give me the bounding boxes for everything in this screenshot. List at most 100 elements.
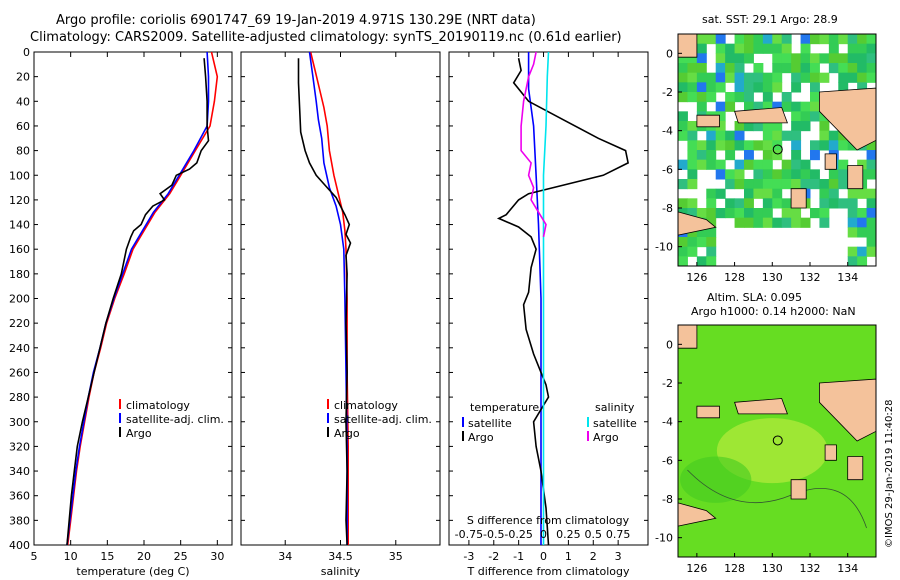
sst-cell	[753, 188, 764, 199]
sst-cell	[819, 130, 830, 141]
sst-cell	[687, 140, 698, 151]
sst-cell	[828, 140, 839, 151]
map-xtick-label: 126	[686, 562, 707, 575]
sst-cell	[847, 227, 858, 238]
map-ytick-label: -10	[655, 241, 673, 254]
difference-top-xtick-label: -0.5	[483, 528, 504, 541]
salinity-profile-xtick-label: 35	[389, 550, 403, 563]
sst-cell	[772, 217, 783, 228]
sst-cell	[781, 63, 792, 74]
sst-cell	[734, 53, 745, 64]
sst-cell	[819, 72, 830, 83]
map-ytick-label: -10	[655, 532, 673, 545]
sst-cell	[753, 121, 764, 132]
sst-cell	[687, 72, 698, 83]
sst-cell	[800, 101, 811, 112]
sst-cell	[838, 140, 849, 151]
map-ytick-label: -8	[662, 493, 673, 506]
sst-cell	[847, 53, 858, 64]
sst-cell	[687, 159, 698, 170]
sst-cell	[715, 159, 726, 170]
difference-profile-xtick-label: 3	[615, 550, 622, 563]
land-mass	[790, 479, 807, 500]
sst-cell	[819, 140, 830, 151]
depth-tick-label: 220	[9, 317, 30, 330]
map-xtick-label: 128	[724, 271, 745, 284]
salinity-profile-xtick-label: 34.5	[328, 550, 353, 563]
sst-cell	[744, 217, 754, 228]
sst-cell	[762, 92, 773, 103]
salinity-profile-xtick-label: 34	[278, 550, 292, 563]
sst-cell	[753, 101, 764, 112]
sst-cell	[744, 159, 754, 170]
sst-cell	[866, 53, 877, 64]
sst-cell	[791, 130, 802, 141]
depth-tick-label: 140	[9, 219, 30, 232]
sst-cell	[800, 72, 811, 83]
sst-cell	[744, 101, 754, 112]
sst-cell	[753, 82, 764, 93]
sst-cell	[791, 101, 802, 112]
sst-cell	[857, 53, 868, 64]
series-satellite-adj-clim-	[308, 51, 348, 545]
sst-cell	[781, 53, 792, 64]
map-xtick-label: 132	[800, 271, 821, 284]
temperature-profile-xtick-label: 20	[137, 550, 151, 563]
sst-cell	[734, 43, 745, 54]
sst-cell	[800, 217, 811, 228]
sst-cell	[753, 179, 764, 190]
sla-map-frame	[677, 324, 877, 558]
sst-cell	[857, 43, 868, 54]
sst-cell	[857, 246, 868, 257]
sst-cell	[762, 198, 773, 209]
sst-cell	[744, 198, 754, 209]
sst-cell	[753, 34, 764, 45]
map-ytick-label: -2	[662, 377, 673, 390]
sst-cell	[706, 237, 717, 248]
sst-cell	[838, 169, 849, 180]
map-ytick-label: -8	[662, 202, 673, 215]
sst-cell	[810, 101, 820, 112]
sst-cell	[753, 72, 764, 83]
sst-cell	[706, 246, 717, 257]
temperature-profile-xtick-label: 25	[174, 550, 188, 563]
sst-cell	[781, 43, 792, 54]
sst-cell	[838, 198, 849, 209]
sst-cell	[734, 92, 745, 103]
sst-cell	[715, 43, 726, 54]
sst-cell	[781, 101, 792, 112]
sst-cell	[696, 43, 707, 54]
sst-cell	[838, 82, 849, 93]
sst-cell	[791, 159, 802, 170]
map-ytick-label: -4	[662, 416, 673, 429]
sst-cell	[753, 169, 764, 180]
sst-cell	[772, 188, 783, 199]
difference-profile-xtick-label: -3	[463, 550, 474, 563]
sst-cell	[734, 121, 745, 132]
sst-cell	[791, 169, 802, 180]
legend-label: climatology	[334, 399, 398, 412]
sst-cell	[810, 63, 820, 74]
sst-cell	[734, 82, 745, 93]
sst-cell	[706, 217, 717, 228]
sst-cell	[762, 82, 773, 93]
sst-cell	[725, 179, 736, 190]
sst-cell	[715, 121, 726, 132]
sst-cell	[857, 188, 868, 199]
argo-float-marker	[772, 435, 783, 446]
map-xtick-label: 130	[762, 271, 783, 284]
sst-cell	[715, 82, 726, 93]
sst-cell	[791, 121, 802, 132]
sst-cell	[791, 53, 802, 64]
sst-cell	[847, 208, 858, 219]
map-xtick-label: 128	[724, 562, 745, 575]
sst-cell	[678, 53, 688, 64]
sst-cell	[725, 53, 736, 64]
legend-label: satellite	[593, 417, 637, 430]
map-ytick-label: 0	[666, 338, 673, 351]
sst-cell	[791, 150, 802, 161]
sst-cell	[857, 63, 868, 74]
sst-cell	[847, 43, 858, 54]
depth-tick-label: 260	[9, 366, 30, 379]
sst-cell	[838, 53, 849, 64]
